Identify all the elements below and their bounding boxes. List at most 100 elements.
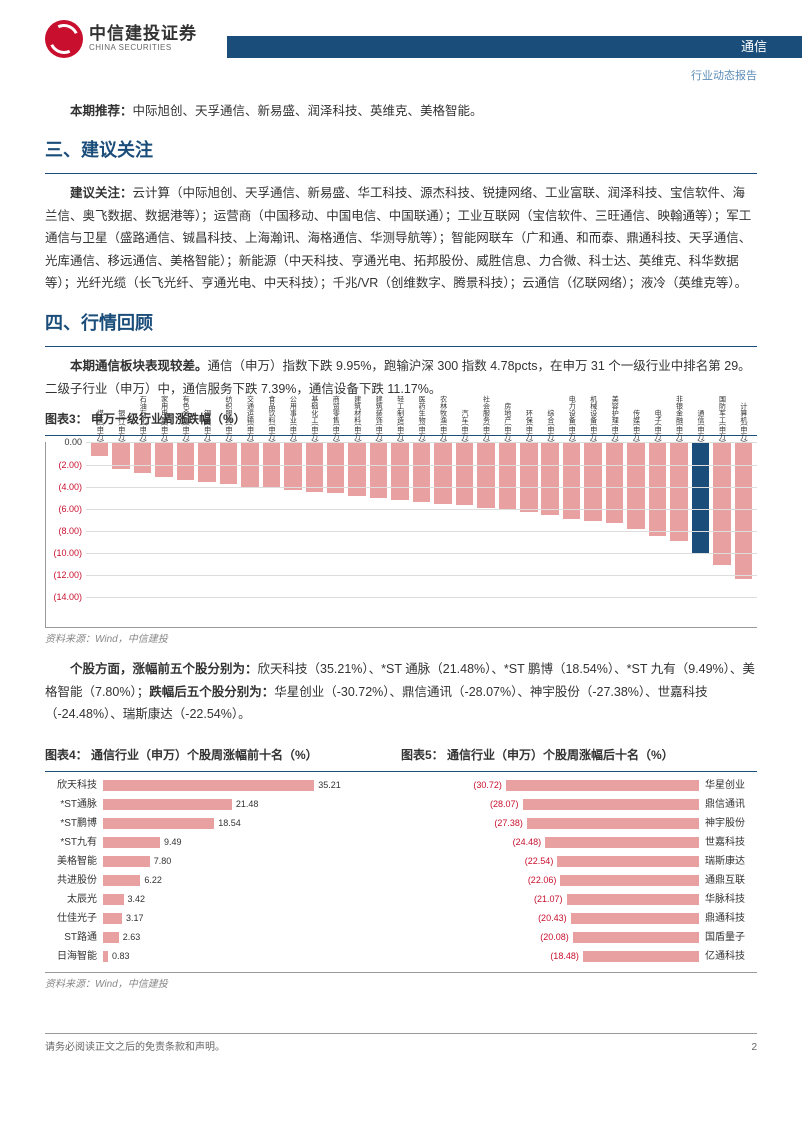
chart3-bar: 建筑装饰(申万)	[369, 442, 388, 497]
chart3-bar-label: 公用事业(申万)	[287, 396, 298, 443]
chart3-bar-label: 房地产(申万)	[502, 403, 513, 443]
chart5-value: (27.38)	[490, 816, 527, 830]
chart3-gridline	[86, 597, 757, 598]
chart5-row: 国盾量子(20.08)	[411, 930, 757, 945]
chart5-value: (20.08)	[536, 930, 573, 944]
chart4-label: 太辰光	[45, 892, 103, 908]
chart3-gridline	[86, 575, 757, 576]
chart3-ytick: (10.00)	[53, 546, 82, 560]
chart5-value: (22.54)	[521, 854, 558, 868]
chart5-value: (30.72)	[469, 778, 506, 792]
chart3-ytick: (14.00)	[53, 590, 82, 604]
chart4-value: 3.42	[124, 892, 150, 906]
chart3-gridline	[86, 553, 757, 554]
chart3-bar: 有色金属(申万)	[176, 442, 195, 480]
chart5-bar	[506, 780, 699, 791]
chart5-value: (18.48)	[546, 949, 583, 963]
chart4-row: *ST通脉21.48	[45, 797, 391, 812]
chart4-label: 欣天科技	[45, 778, 103, 794]
chart5-bar	[571, 913, 699, 924]
chart3-bar: 计算机(申万)	[734, 442, 753, 578]
chart3-bar: 纺织服饰(申万)	[219, 442, 238, 484]
chart5-row: 鼎信通讯(28.07)	[411, 797, 757, 812]
chart3-bar: 石油石化(申万)	[133, 442, 152, 473]
chart5-bar	[560, 875, 699, 886]
chart5: 华星创业(30.72)鼎信通讯(28.07)神宇股份(27.38)世嘉科技(24…	[411, 778, 757, 964]
section3-text: 云计算（中际旭创、天孚通信、新易盛、华工科技、源杰科技、锐捷网络、工业富联、润泽…	[45, 186, 751, 290]
chart5-value: (28.07)	[486, 797, 523, 811]
chart3-bar: 轻工制造(申万)	[390, 442, 409, 500]
chart5-bar	[527, 818, 699, 829]
chart45-hr	[45, 771, 757, 772]
chart5-value: (22.06)	[524, 873, 561, 887]
logo-en: CHINA SECURITIES	[89, 44, 197, 53]
chart4-row: 共进股份6.22	[45, 873, 391, 888]
chart4-bar	[103, 818, 214, 829]
footer: 请务必阅读正文之后的免责条款和声明。 2	[45, 1033, 757, 1056]
chart3-bar: 房地产(申万)	[498, 442, 517, 510]
chart3-bar: 钢铁(申万)	[197, 442, 216, 482]
chart4-value: 7.80	[150, 854, 176, 868]
chart3-gridline	[86, 465, 757, 466]
chart3-bar: 环保(申万)	[519, 442, 538, 512]
chart3-source: 资料来源：Wind，中信建投	[45, 632, 757, 648]
chart3-bar: 家用电器(申万)	[154, 442, 173, 476]
chart3-bars: 煤炭(申万)银行(申万)石油石化(申万)家用电器(申万)有色金属(申万)钢铁(申…	[86, 442, 757, 597]
chart4-label: 日海智能	[45, 949, 103, 965]
chart4-value: 18.54	[214, 816, 245, 830]
chart3-gridline	[86, 487, 757, 488]
chart4-row: *ST九有 9.49	[45, 835, 391, 850]
chart5-value: (20.43)	[534, 911, 571, 925]
mid-label2: 跌幅后五个股分别为：	[149, 685, 274, 699]
chart4-bar	[103, 932, 119, 943]
chart5-row: 华脉科技(21.07)	[411, 892, 757, 907]
chart5-row: 华星创业(30.72)	[411, 778, 757, 793]
chart45-source-hr	[45, 972, 757, 973]
chart3-bar-label: 建筑装饰(申万)	[373, 396, 384, 443]
header-category: 通信	[741, 37, 767, 58]
chart4-value: 35.21	[314, 778, 345, 792]
chart4-value: 9.49	[160, 835, 186, 849]
chart5-row: 世嘉科技(24.48)	[411, 835, 757, 850]
chart3-bar: 农林牧渔(申万)	[433, 442, 452, 504]
chart3-bar: 电子(申万)	[648, 442, 667, 536]
chart5-label: 亿通科技	[699, 949, 757, 965]
chart4-label: *ST九有	[45, 835, 103, 851]
chart45-source: 资料来源：Wind，中信建投	[45, 977, 757, 993]
chart3-bar-label: 商贸零售(申万)	[330, 396, 341, 443]
chart3-bar: 汽车(申万)	[455, 442, 474, 505]
chart4-label: *ST通脉	[45, 797, 103, 813]
chart3-bar-label: 交通运输(申万)	[244, 396, 255, 443]
chart4-bar	[103, 837, 160, 848]
chart4-label: 仕佳光子	[45, 911, 103, 927]
chart3-bar: 非银金融(申万)	[669, 442, 688, 541]
chart4-bar	[103, 780, 314, 791]
chart3-bar-label: 电力设备(申万)	[566, 396, 577, 443]
chart4-row: 日海智能 0.83	[45, 949, 391, 964]
chart3-bar: 传媒(申万)	[626, 442, 645, 528]
section4-paragraph: 本期通信板块表现较差。通信（申万）指数下跌 9.95%，跑输沪深 300 指数 …	[45, 355, 757, 400]
chart5-row: 通鼎互联(22.06)	[411, 873, 757, 888]
chart4-value: 3.17	[122, 911, 148, 925]
chart3-gridline	[86, 442, 757, 443]
chart3-bar: 医药生物(申万)	[412, 442, 431, 502]
chart3-bar: 社会服务(申万)	[476, 442, 495, 507]
report-subtitle: 行业动态报告	[45, 68, 757, 86]
chart3-bar-label: 纺织服饰(申万)	[223, 396, 234, 443]
chart3-gridline	[86, 509, 757, 510]
chart3-ytick: 0.00	[64, 435, 82, 449]
chart3-bar: 基础化工(申万)	[305, 442, 324, 492]
chart3-bar-label: 食品饮料(申万)	[266, 396, 277, 443]
chart4-label: 共进股份	[45, 873, 103, 889]
chart3-bar: 煤炭(申万)	[90, 442, 109, 455]
chart4-value: 0.83	[108, 949, 134, 963]
chart4-label: *ST鹏博	[45, 816, 103, 832]
footer-page: 2	[751, 1040, 757, 1056]
chart5-title: 图表5： 通信行业（申万）个股周涨幅后十名（%）	[401, 746, 757, 765]
chart3-ytick: (2.00)	[58, 457, 82, 471]
chart3-source-hr	[45, 627, 757, 628]
chart4-label: ST路通	[45, 930, 103, 946]
chart3-bar-label: 社会服务(申万)	[480, 396, 491, 443]
chart5-bar	[523, 799, 699, 810]
chart3-bar: 综合(申万)	[541, 442, 560, 515]
